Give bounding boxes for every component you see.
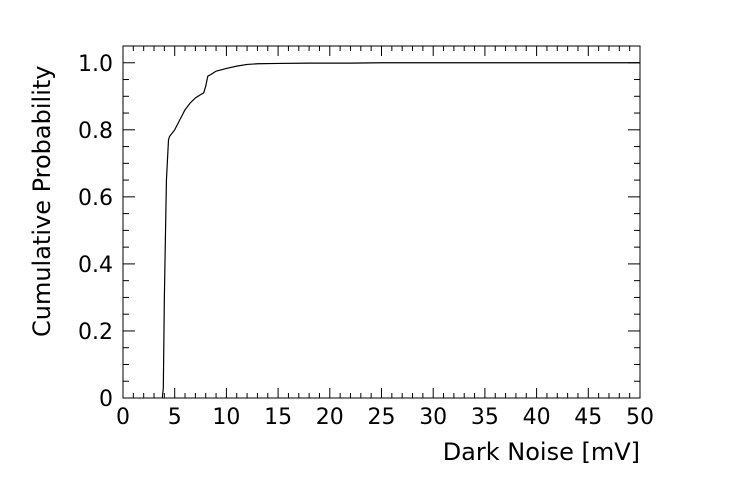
y-tick-label: 0: [99, 387, 113, 412]
x-tick-label: 45: [574, 405, 602, 430]
cumulative-probability-curve: [161, 62, 640, 399]
x-tick-label: 30: [419, 405, 447, 430]
x-tick-label: 10: [212, 405, 240, 430]
x-tick-label: 0: [116, 405, 130, 430]
y-tick-label: 1.0: [78, 52, 113, 77]
x-tick-labels: 0 5 10 15 20 25 30 35 40 45 50: [116, 405, 654, 430]
axis-ticks: [122, 45, 641, 399]
x-tick-label: 5: [168, 405, 182, 430]
y-tick-label: 0.8: [78, 119, 113, 144]
x-tick-label: 20: [316, 405, 344, 430]
y-tick-label: 0.4: [78, 253, 113, 278]
y-tick-label: 0.2: [78, 320, 113, 345]
x-tick-label: 15: [264, 405, 292, 430]
plot-frame: [122, 45, 641, 399]
y-axis-title: Cumulative Probability: [28, 66, 56, 337]
x-tick-label: 35: [471, 405, 499, 430]
x-axis-title: Dark Noise [mV]: [443, 438, 640, 466]
x-tick-label: 40: [523, 405, 551, 430]
x-tick-label: 25: [368, 405, 396, 430]
x-tick-label: 50: [626, 405, 654, 430]
y-tick-labels: 0 0.2 0.4 0.6 0.8 1.0: [78, 52, 113, 412]
y-tick-label: 0.6: [78, 186, 113, 211]
